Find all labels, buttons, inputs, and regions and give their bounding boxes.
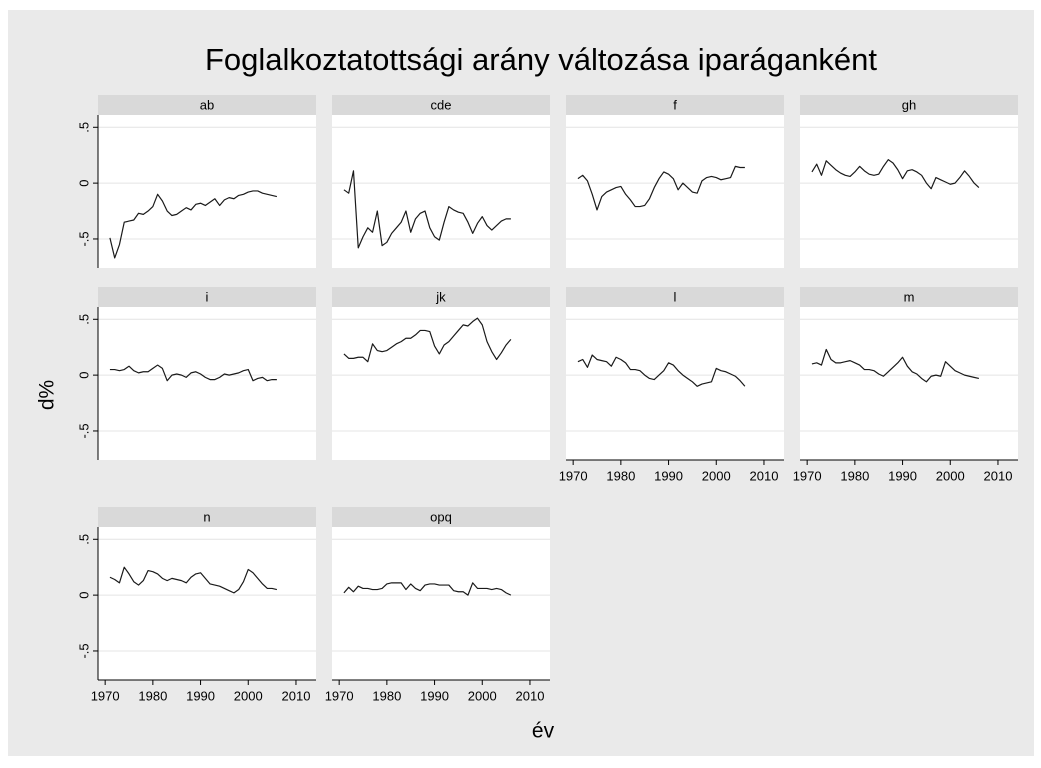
panel-strip bbox=[332, 287, 550, 307]
data-line bbox=[577, 354, 746, 387]
x-tick-label: 1990 bbox=[654, 468, 683, 483]
plot-area bbox=[332, 307, 550, 460]
y-tick-label: -.5 bbox=[76, 231, 91, 246]
y-axis-title: d% bbox=[36, 380, 59, 410]
x-tick-label: 1990 bbox=[186, 688, 215, 703]
panel-title: n bbox=[203, 509, 210, 524]
panel-title: l bbox=[674, 289, 677, 304]
plot-area bbox=[332, 115, 550, 268]
y-tick-label: 0 bbox=[76, 180, 91, 187]
y-tick-label: .5 bbox=[76, 314, 91, 325]
panel-title: ab bbox=[200, 97, 214, 112]
data-line bbox=[343, 170, 511, 249]
x-tick-label: 1970 bbox=[559, 468, 588, 483]
x-tick-label: 1980 bbox=[606, 468, 635, 483]
panel-strip bbox=[332, 507, 550, 527]
panel-strip bbox=[566, 287, 784, 307]
panel-strip bbox=[98, 287, 316, 307]
plot-area bbox=[98, 307, 316, 460]
plot-area bbox=[800, 307, 1018, 460]
plot-area bbox=[332, 527, 550, 680]
y-tick-label: -.5 bbox=[76, 643, 91, 658]
panel-strip bbox=[800, 95, 1018, 115]
panel-strip bbox=[98, 95, 316, 115]
x-tick-label: 1990 bbox=[420, 688, 449, 703]
panel-title: f bbox=[673, 97, 677, 112]
data-line bbox=[109, 566, 278, 594]
x-tick-label: 2010 bbox=[516, 688, 545, 703]
panel-title: m bbox=[904, 289, 915, 304]
x-axis-title: év bbox=[532, 720, 555, 743]
panel-strip bbox=[800, 287, 1018, 307]
x-tick-label: 1990 bbox=[888, 468, 917, 483]
x-tick-label: 1980 bbox=[840, 468, 869, 483]
plot-area bbox=[566, 307, 784, 460]
panel-strip bbox=[566, 95, 784, 115]
data-line bbox=[109, 190, 278, 259]
data-line bbox=[109, 364, 277, 382]
x-tick-label: 1970 bbox=[793, 468, 822, 483]
x-tick-label: 1980 bbox=[138, 688, 167, 703]
x-tick-label: 2000 bbox=[234, 688, 263, 703]
plot-area bbox=[98, 527, 316, 680]
panel-title: opq bbox=[430, 509, 452, 524]
data-line bbox=[343, 317, 512, 363]
chart-title: Foglalkoztatottsági arány változása ipar… bbox=[205, 42, 877, 77]
plot-area bbox=[800, 115, 1018, 268]
y-tick-label: -.5 bbox=[76, 423, 91, 438]
panel-title: cde bbox=[431, 97, 452, 112]
data-line bbox=[577, 165, 745, 211]
y-tick-label: 0 bbox=[76, 592, 91, 599]
panel-title: gh bbox=[902, 97, 916, 112]
panel-title: i bbox=[206, 289, 209, 304]
x-tick-label: 2010 bbox=[750, 468, 779, 483]
x-tick-label: 1970 bbox=[325, 688, 354, 703]
panel-strip bbox=[98, 507, 316, 527]
y-tick-label: 0 bbox=[76, 372, 91, 379]
x-tick-label: 1970 bbox=[91, 688, 120, 703]
data-line bbox=[811, 348, 980, 383]
plot-area bbox=[566, 115, 784, 268]
panel-title: jk bbox=[435, 289, 446, 304]
x-tick-label: 2010 bbox=[282, 688, 311, 703]
plot-area bbox=[98, 115, 316, 268]
x-tick-label: 1980 bbox=[372, 688, 401, 703]
data-line bbox=[811, 159, 980, 190]
y-tick-label: .5 bbox=[76, 534, 91, 545]
x-tick-label: 2000 bbox=[468, 688, 497, 703]
y-tick-label: .5 bbox=[76, 122, 91, 133]
data-line bbox=[343, 582, 512, 596]
x-tick-label: 2000 bbox=[702, 468, 731, 483]
panel-strip bbox=[332, 95, 550, 115]
x-tick-label: 2000 bbox=[936, 468, 965, 483]
x-tick-label: 2010 bbox=[984, 468, 1013, 483]
